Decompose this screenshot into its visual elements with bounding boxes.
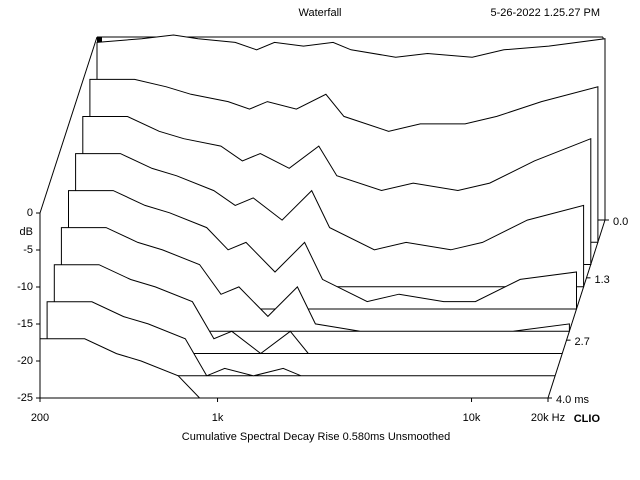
x-tick-label: 200 [31,412,49,424]
y-tick-label: -20 [17,355,33,367]
y-tick-label: -25 [17,392,33,404]
decay-slice [46,301,556,377]
x-tick-label: 1k [212,412,224,424]
x-tick-label: 20k Hz [531,412,565,424]
y-tick-label: -5 [23,244,33,256]
z-axis [547,219,606,399]
z-tick-label: 1.3 [594,274,609,286]
z-tick-label: 0.0 [613,216,628,228]
y-tick-label: -15 [17,318,33,330]
z-tick-label: 2.7 [575,336,590,348]
y-axis-label: dB [20,226,33,238]
decay-slice [53,264,563,355]
brand: CLIO [574,413,601,425]
chart-title: Waterfall [299,7,342,19]
caption: Cumulative Spectral Decay Rise 0.580ms U… [182,431,450,443]
frame-line [39,36,98,214]
y-tick-label: 0 [27,207,33,219]
date: 5-26-2022 1.25.27 PM [491,7,600,19]
y-tick-label: -10 [17,281,33,293]
z-tick-label: 4.0 ms [556,394,590,406]
x-tick-label: 10k [463,412,481,424]
slices [39,34,606,399]
